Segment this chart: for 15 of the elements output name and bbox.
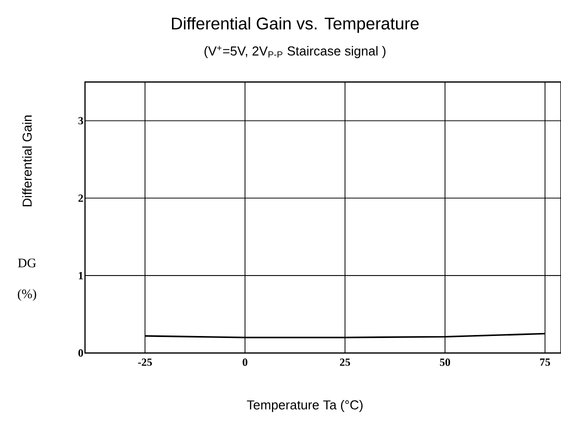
y-tick-label: 0: [78, 349, 84, 357]
x-tick-label: 25: [340, 358, 350, 366]
x-axis-title: Temperature Ta (°C): [246, 400, 363, 412]
x-tick-label: -25: [138, 358, 152, 366]
chart-subtitle: (V$^{+}$=5V, 2V$_{P-P}$ Staircase signal ): [204, 46, 386, 58]
chart-title: Differential Gain vs. Temperature: [172, 17, 419, 33]
text: (%): [18, 289, 36, 301]
y-tick-label: 3: [78, 117, 84, 124]
x-tick-label: 50: [440, 358, 450, 366]
y-axis-title: Differential Gain: [22, 116, 32, 206]
text: DG: [18, 258, 36, 268]
y-tick-label: 2: [78, 194, 83, 202]
x-tick-label: 75: [540, 358, 550, 366]
y-tick-label: 1: [78, 272, 83, 280]
x-tick-label: 0: [242, 358, 248, 366]
